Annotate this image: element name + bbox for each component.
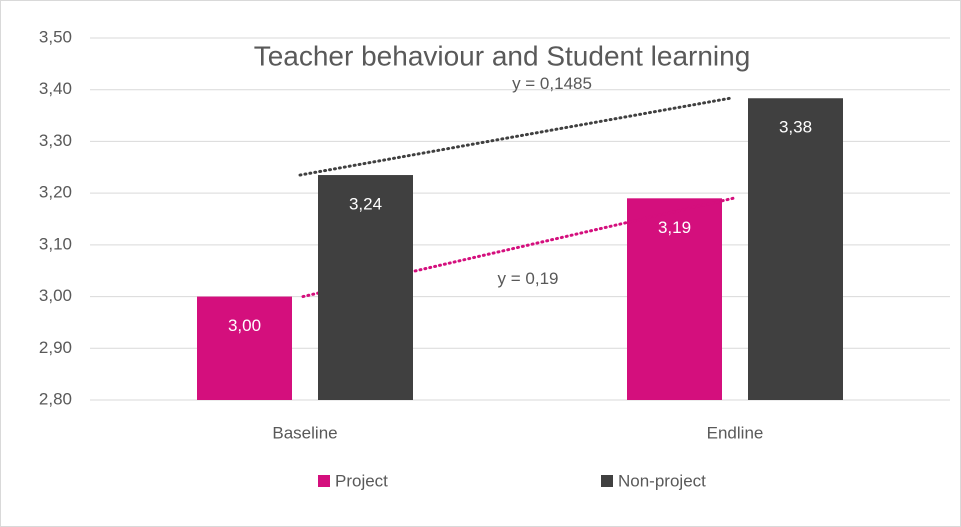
legend-swatch	[318, 475, 330, 487]
value-label: 3,00	[228, 316, 261, 335]
trendline-label: y = 0,1485	[512, 74, 592, 93]
trendline	[298, 96, 732, 177]
y-tick-label: 2,80	[39, 389, 72, 408]
legend-label: Non-project	[618, 471, 706, 490]
chart-title: Teacher behaviour and Student learning	[254, 40, 751, 71]
y-tick-label: 3,50	[39, 27, 72, 46]
legend-swatch	[601, 475, 613, 487]
value-label: 3,38	[779, 118, 812, 137]
y-tick-label: 3,40	[39, 79, 72, 98]
y-tick-label: 3,20	[39, 183, 72, 202]
value-label: 3,19	[658, 218, 691, 237]
legend-label: Project	[335, 471, 388, 490]
value-label: 3,24	[349, 195, 382, 214]
bar	[197, 296, 292, 400]
y-tick-label: 2,90	[39, 338, 72, 357]
x-tick-label: Endline	[707, 423, 764, 442]
bar	[318, 175, 413, 400]
x-tick-label: Baseline	[272, 423, 337, 442]
bar	[748, 98, 843, 401]
y-tick-label: 3,30	[39, 131, 72, 150]
bar	[627, 198, 722, 400]
trendline-label: y = 0,19	[498, 269, 559, 288]
y-tick-label: 3,10	[39, 234, 72, 253]
y-tick-label: 3,00	[39, 286, 72, 305]
